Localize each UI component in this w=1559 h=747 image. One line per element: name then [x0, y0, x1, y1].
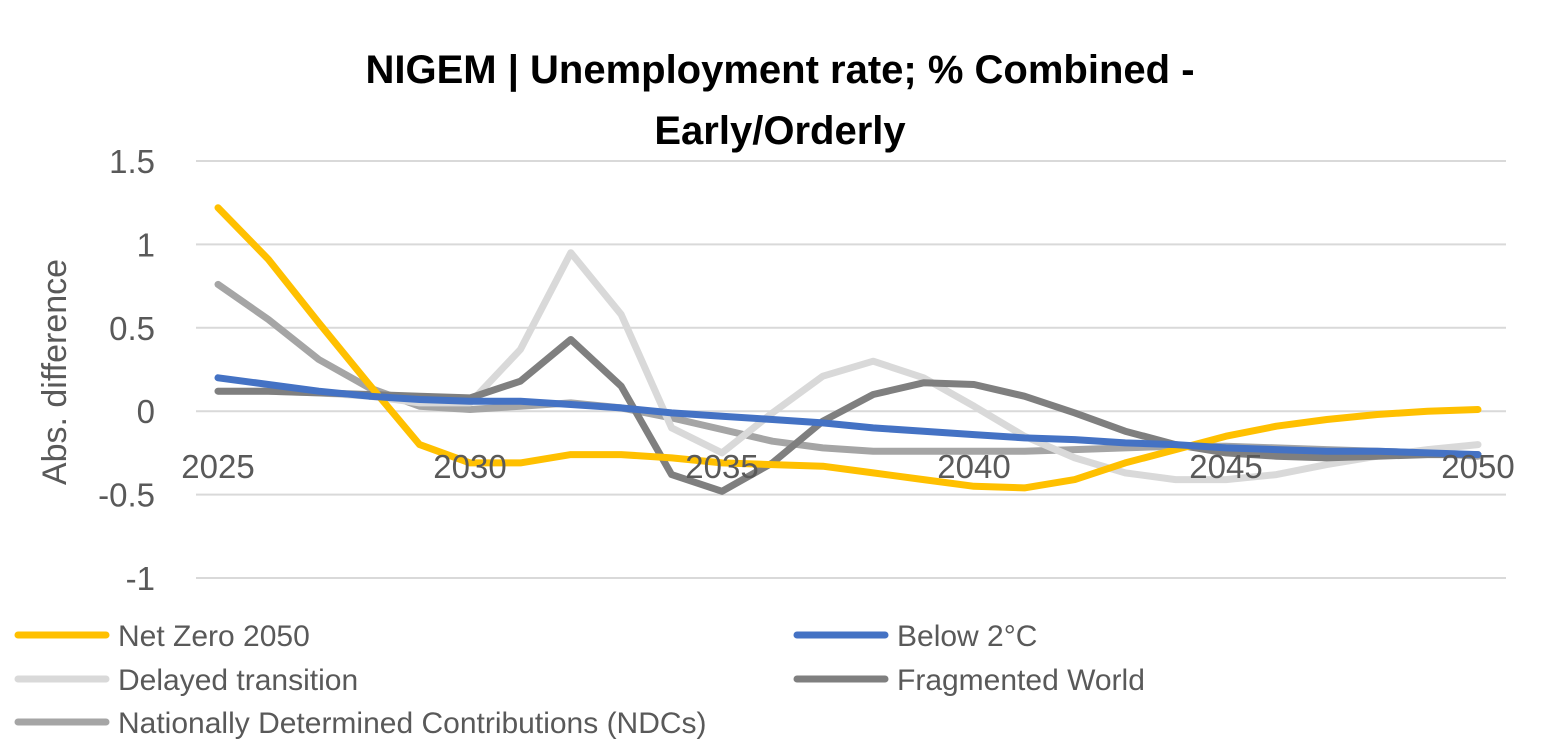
x-tick-label: 2030: [433, 448, 506, 485]
x-tick-label: 2045: [1189, 448, 1262, 485]
series-lines: [214, 204, 1482, 495]
legend-label: Below 2°C: [897, 620, 1037, 653]
legend-label: Fragmented World: [897, 664, 1145, 697]
series-line-below-2-c: [214, 374, 1482, 459]
y-tick-label: 0: [137, 393, 155, 430]
x-axis-tick-labels: 2025 2030 2035 2040 2045 2050: [181, 448, 1514, 485]
legend-label: Delayed transition: [118, 664, 358, 697]
legend-item-delayed-transition: Delayed transition: [14, 664, 358, 697]
gridlines: [196, 160, 1506, 579]
y-axis-tick-labels: 1.5 1 0.5 0 -0.5 -1: [98, 143, 155, 597]
legend-item-fragmented-world: Fragmented World: [793, 664, 1145, 697]
y-axis-title: Abs. difference: [36, 259, 74, 485]
y-tick-label: 1.5: [109, 143, 155, 180]
y-tick-label: -0.5: [98, 477, 155, 514]
x-tick-label: 2050: [1441, 448, 1514, 485]
chart-title-line-1: NIGEM | Unemployment rate; % Combined -: [365, 48, 1194, 92]
legend-item-nationally-determined-contributions-ndcs: Nationally Determined Contributions (NDC…: [14, 707, 707, 740]
chart-title-line-2: Early/Orderly: [654, 109, 906, 153]
legend-item-below-2-c: Below 2°C: [793, 620, 1037, 653]
y-tick-label: 1: [137, 226, 155, 263]
x-tick-label: 2035: [685, 448, 758, 485]
legend-label: Nationally Determined Contributions (NDC…: [118, 707, 707, 740]
x-tick-label: 2040: [937, 448, 1010, 485]
legend-item-net-zero-2050: Net Zero 2050: [14, 620, 310, 653]
series-line-net-zero-2050: [214, 204, 1482, 492]
legend: Net Zero 2050 Below 2°C Delayed transition…: [14, 620, 1145, 740]
y-tick-label: -1: [126, 560, 155, 597]
x-tick-label: 2025: [181, 448, 254, 485]
legend-label: Net Zero 2050: [118, 620, 310, 653]
y-tick-label: 0.5: [109, 310, 155, 347]
